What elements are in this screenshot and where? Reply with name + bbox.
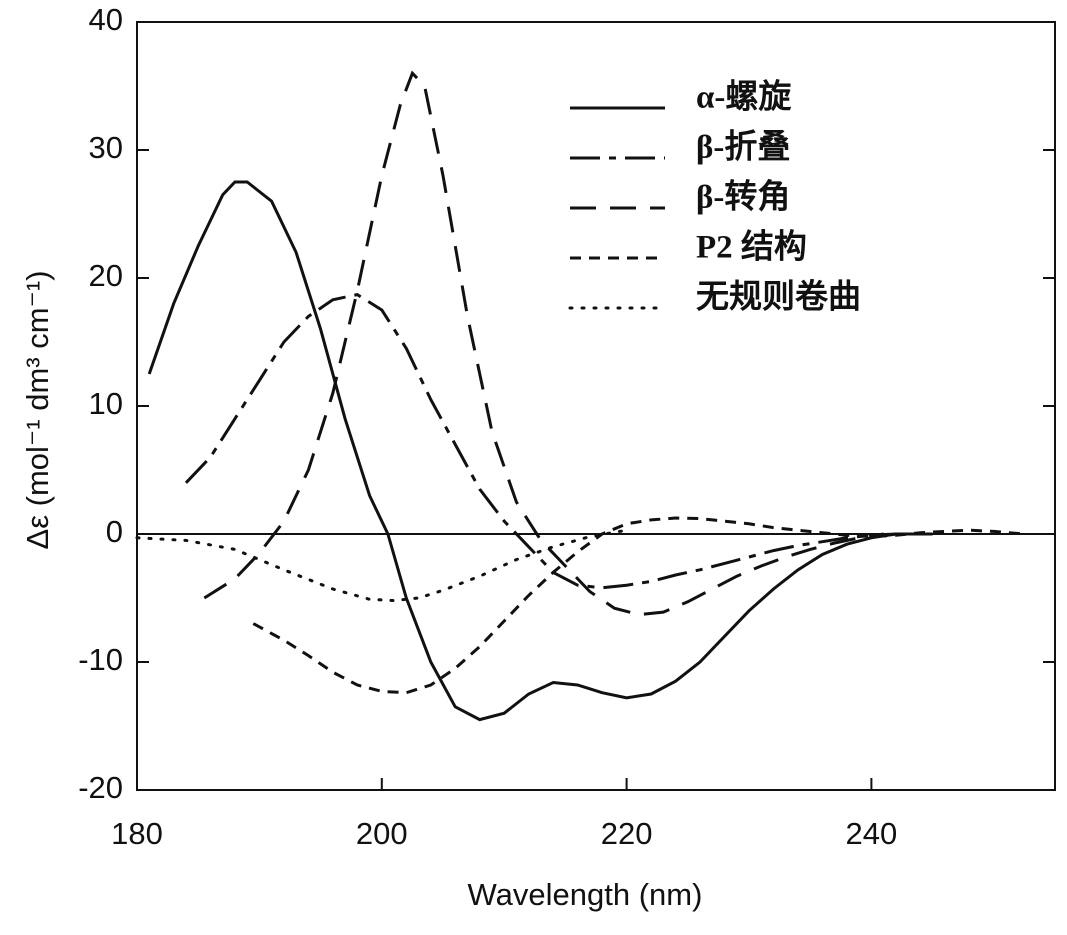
x-tick-label: 240 <box>846 816 898 851</box>
y-tick-label: 0 <box>106 514 123 549</box>
y-tick-label: 40 <box>89 2 123 37</box>
legend-label: P2 结构 <box>696 229 807 266</box>
y-tick-label: 30 <box>89 130 123 165</box>
legend-label: 无规则卷曲 <box>696 279 861 316</box>
legend-label: α-螺旋 <box>696 79 791 116</box>
series-line <box>203 70 884 617</box>
y-tick-label: 10 <box>89 386 123 421</box>
series-line <box>184 293 896 590</box>
series-line <box>252 516 1025 695</box>
x-axis-title: Wavelength (nm) <box>468 877 703 912</box>
plot-frame <box>136 21 1056 791</box>
y-tick-label: -20 <box>78 770 123 805</box>
x-tick-label: 200 <box>356 816 408 851</box>
x-tick-label: 220 <box>601 816 653 851</box>
y-tick-label: 20 <box>89 258 123 293</box>
legend-label: β-折叠 <box>696 129 790 166</box>
y-axis-title: Δε (mol⁻¹ dm³ cm⁻¹) <box>20 270 55 549</box>
legend-label: β-转角 <box>696 179 790 216</box>
series-line <box>135 528 629 603</box>
series-line <box>147 180 933 722</box>
x-tick-label: 180 <box>111 816 163 851</box>
y-tick-label: -10 <box>78 642 123 677</box>
